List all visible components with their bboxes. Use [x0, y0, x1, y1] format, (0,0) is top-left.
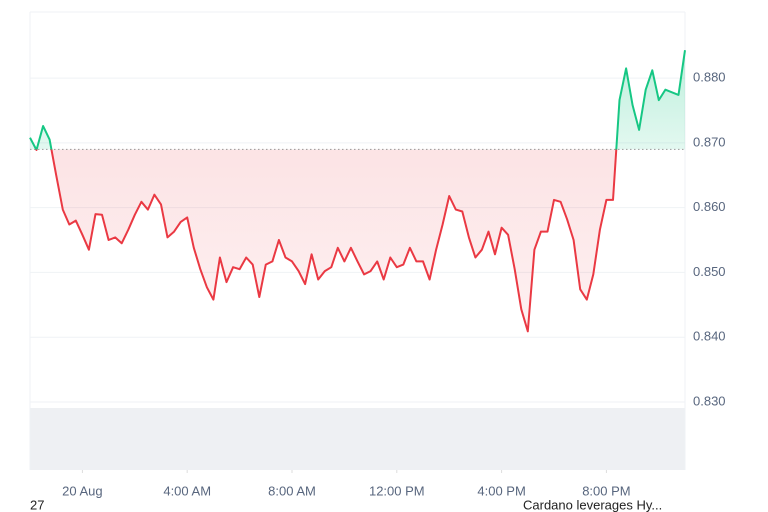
x-tick-label: 8:00 PM — [582, 483, 630, 498]
volume-area — [30, 408, 685, 470]
x-tick-label: 12:00 PM — [369, 483, 425, 498]
news-headline[interactable]: Cardano leverages Hy... — [523, 497, 662, 512]
y-tick-label: 0.840 — [693, 329, 726, 344]
footer-left: 27 — [30, 497, 44, 512]
y-tick-label: 0.830 — [693, 393, 726, 408]
y-tick-label: 0.880 — [693, 70, 726, 85]
y-tick-label: 0.870 — [693, 134, 726, 149]
area — [30, 50, 685, 332]
y-tick-label: 0.860 — [693, 199, 726, 214]
x-tick-label: 8:00 AM — [268, 483, 316, 498]
x-tick-label: 4:00 AM — [163, 483, 211, 498]
y-tick-label: 0.850 — [693, 264, 726, 279]
x-tick-label: 4:00 PM — [477, 483, 525, 498]
price-line — [29, 50, 686, 333]
x-tick-label: 20 Aug — [62, 483, 103, 498]
